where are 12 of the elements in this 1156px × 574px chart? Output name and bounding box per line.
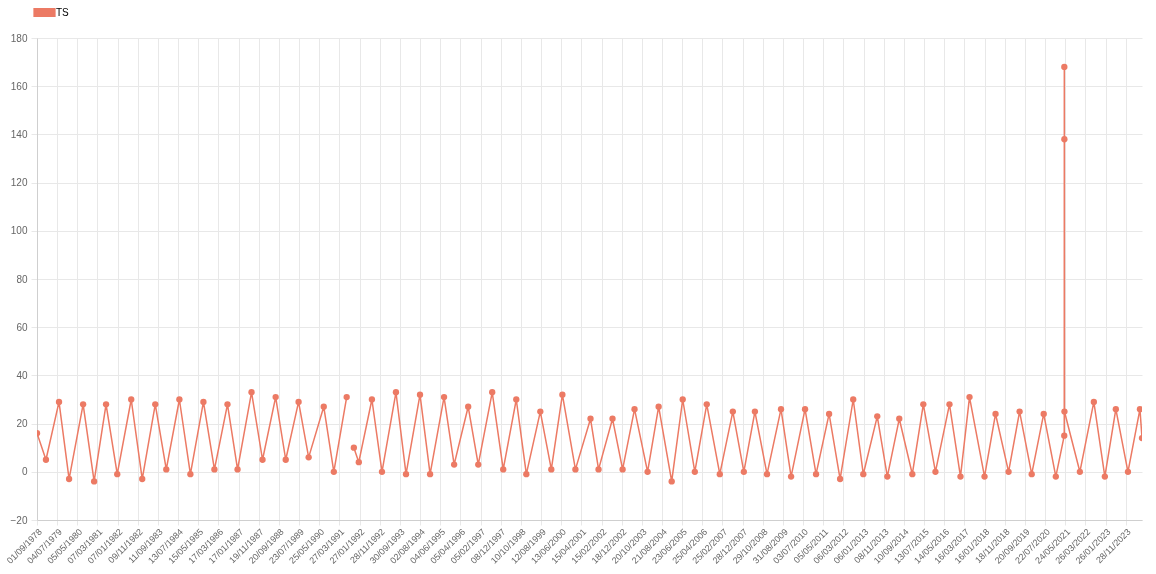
y-tick-label: 140 xyxy=(10,128,28,140)
y-tick-label: 120 xyxy=(10,177,28,189)
y-tick-label: 80 xyxy=(16,273,28,285)
y-tick-label: 160 xyxy=(10,80,28,92)
y-tick-label: 0 xyxy=(21,466,28,478)
y-tick-label: 60 xyxy=(16,321,28,333)
legend-label: TS xyxy=(56,6,70,18)
y-tick-label: 100 xyxy=(10,225,28,237)
y-tick-label: 40 xyxy=(16,369,28,381)
y-tick-label: −20 xyxy=(10,514,28,526)
y-tick-label: 20 xyxy=(16,418,28,430)
y-tick-label: 180 xyxy=(10,32,28,44)
